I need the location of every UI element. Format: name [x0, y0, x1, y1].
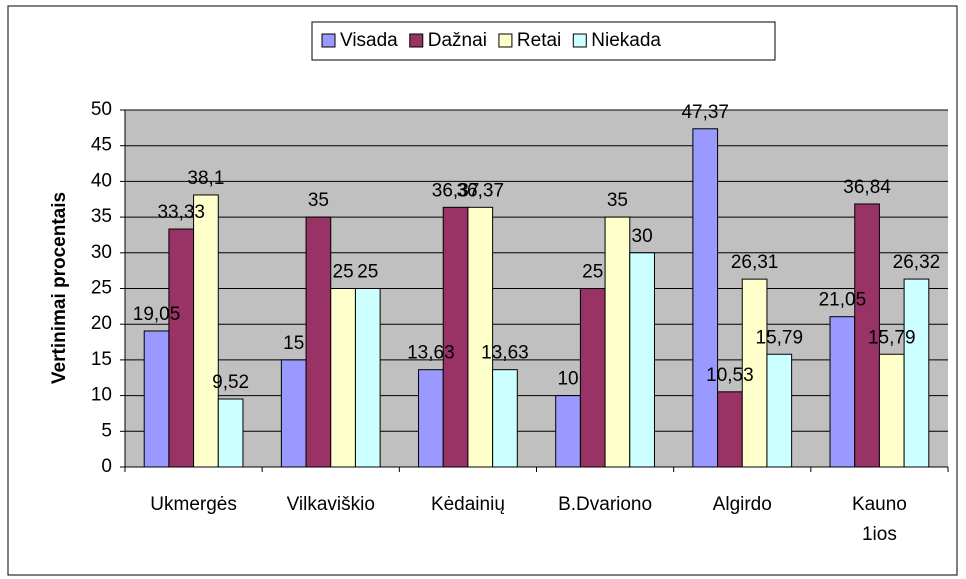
legend-label: Visada — [340, 30, 398, 51]
bar — [766, 353, 793, 468]
bar — [193, 194, 219, 468]
x-tick-label: Vilkaviškio — [287, 494, 375, 515]
data-label: 25 — [333, 262, 354, 283]
bar — [741, 278, 768, 468]
y-tick-label: 50 — [91, 99, 112, 120]
bar — [629, 252, 655, 468]
bar — [829, 316, 856, 468]
y-tick-label: 30 — [91, 242, 112, 263]
bar — [604, 216, 631, 468]
y-tick-label: 35 — [91, 206, 112, 227]
y-tick-label: 20 — [91, 313, 112, 334]
y-tick-label: 5 — [101, 420, 112, 441]
bar — [467, 206, 494, 468]
bar — [330, 288, 356, 468]
data-label: 38,1 — [187, 168, 224, 189]
legend-swatch — [498, 33, 513, 48]
data-label: 25 — [582, 262, 603, 283]
data-label: 36,37 — [432, 180, 480, 201]
bar — [143, 330, 170, 468]
bar — [579, 288, 606, 468]
y-tick-label: 40 — [91, 170, 112, 191]
data-label: 26,32 — [893, 252, 941, 273]
x-tick-label: Kauno 1ios — [852, 494, 907, 545]
y-tick-label: 45 — [91, 135, 112, 156]
data-label: 36,84 — [843, 177, 891, 198]
legend-label: Niekada — [591, 30, 661, 51]
y-tick-label: 15 — [91, 349, 112, 370]
data-label: 13,63 — [481, 343, 529, 364]
legend-swatch — [409, 33, 424, 48]
legend — [311, 21, 776, 61]
y-tick-label: 10 — [91, 385, 112, 406]
data-label: 15,79 — [756, 327, 804, 348]
bar — [217, 398, 244, 468]
data-label: 25 — [357, 262, 378, 283]
x-tick-label: Ukmergės — [150, 494, 237, 515]
bar — [555, 395, 581, 468]
bar — [442, 206, 469, 468]
x-tick-label: Kėdainių — [431, 494, 505, 515]
data-label: 9,52 — [212, 372, 249, 393]
bar — [717, 391, 743, 468]
data-label: 35 — [308, 190, 329, 211]
data-label: 10 — [557, 369, 578, 390]
data-label: 19,05 — [133, 304, 181, 325]
bar — [492, 369, 518, 468]
data-label: 35 — [607, 190, 628, 211]
y-tick-label: 25 — [91, 278, 112, 299]
bar — [878, 353, 905, 468]
legend-swatch — [572, 33, 587, 48]
bar — [903, 278, 930, 468]
data-label: 15 — [283, 333, 304, 354]
data-label: 26,31 — [731, 252, 779, 273]
data-label: 21,05 — [819, 290, 867, 311]
legend-swatch — [321, 33, 336, 48]
bar — [354, 288, 381, 468]
bar — [418, 369, 444, 468]
data-label: 10,53 — [706, 365, 754, 386]
legend-label: Retai — [517, 30, 561, 51]
bar — [692, 128, 719, 468]
y-tick-label: 0 — [101, 456, 112, 477]
data-label: 36,37 — [456, 180, 504, 201]
legend-label: Dažnai — [428, 30, 487, 51]
data-label: 15,79 — [868, 327, 916, 348]
x-tick-label: B.Dvariono — [558, 494, 652, 515]
bar — [305, 216, 332, 468]
data-label: 47,37 — [681, 102, 729, 123]
x-tick-label: Algirdo — [713, 494, 772, 515]
bar — [168, 228, 195, 468]
bar — [280, 359, 307, 468]
data-label: 13,63 — [407, 343, 455, 364]
y-axis-label: Vertinimai procentais — [49, 192, 70, 384]
data-label: 30 — [632, 226, 653, 247]
data-label: 33,33 — [157, 202, 205, 223]
